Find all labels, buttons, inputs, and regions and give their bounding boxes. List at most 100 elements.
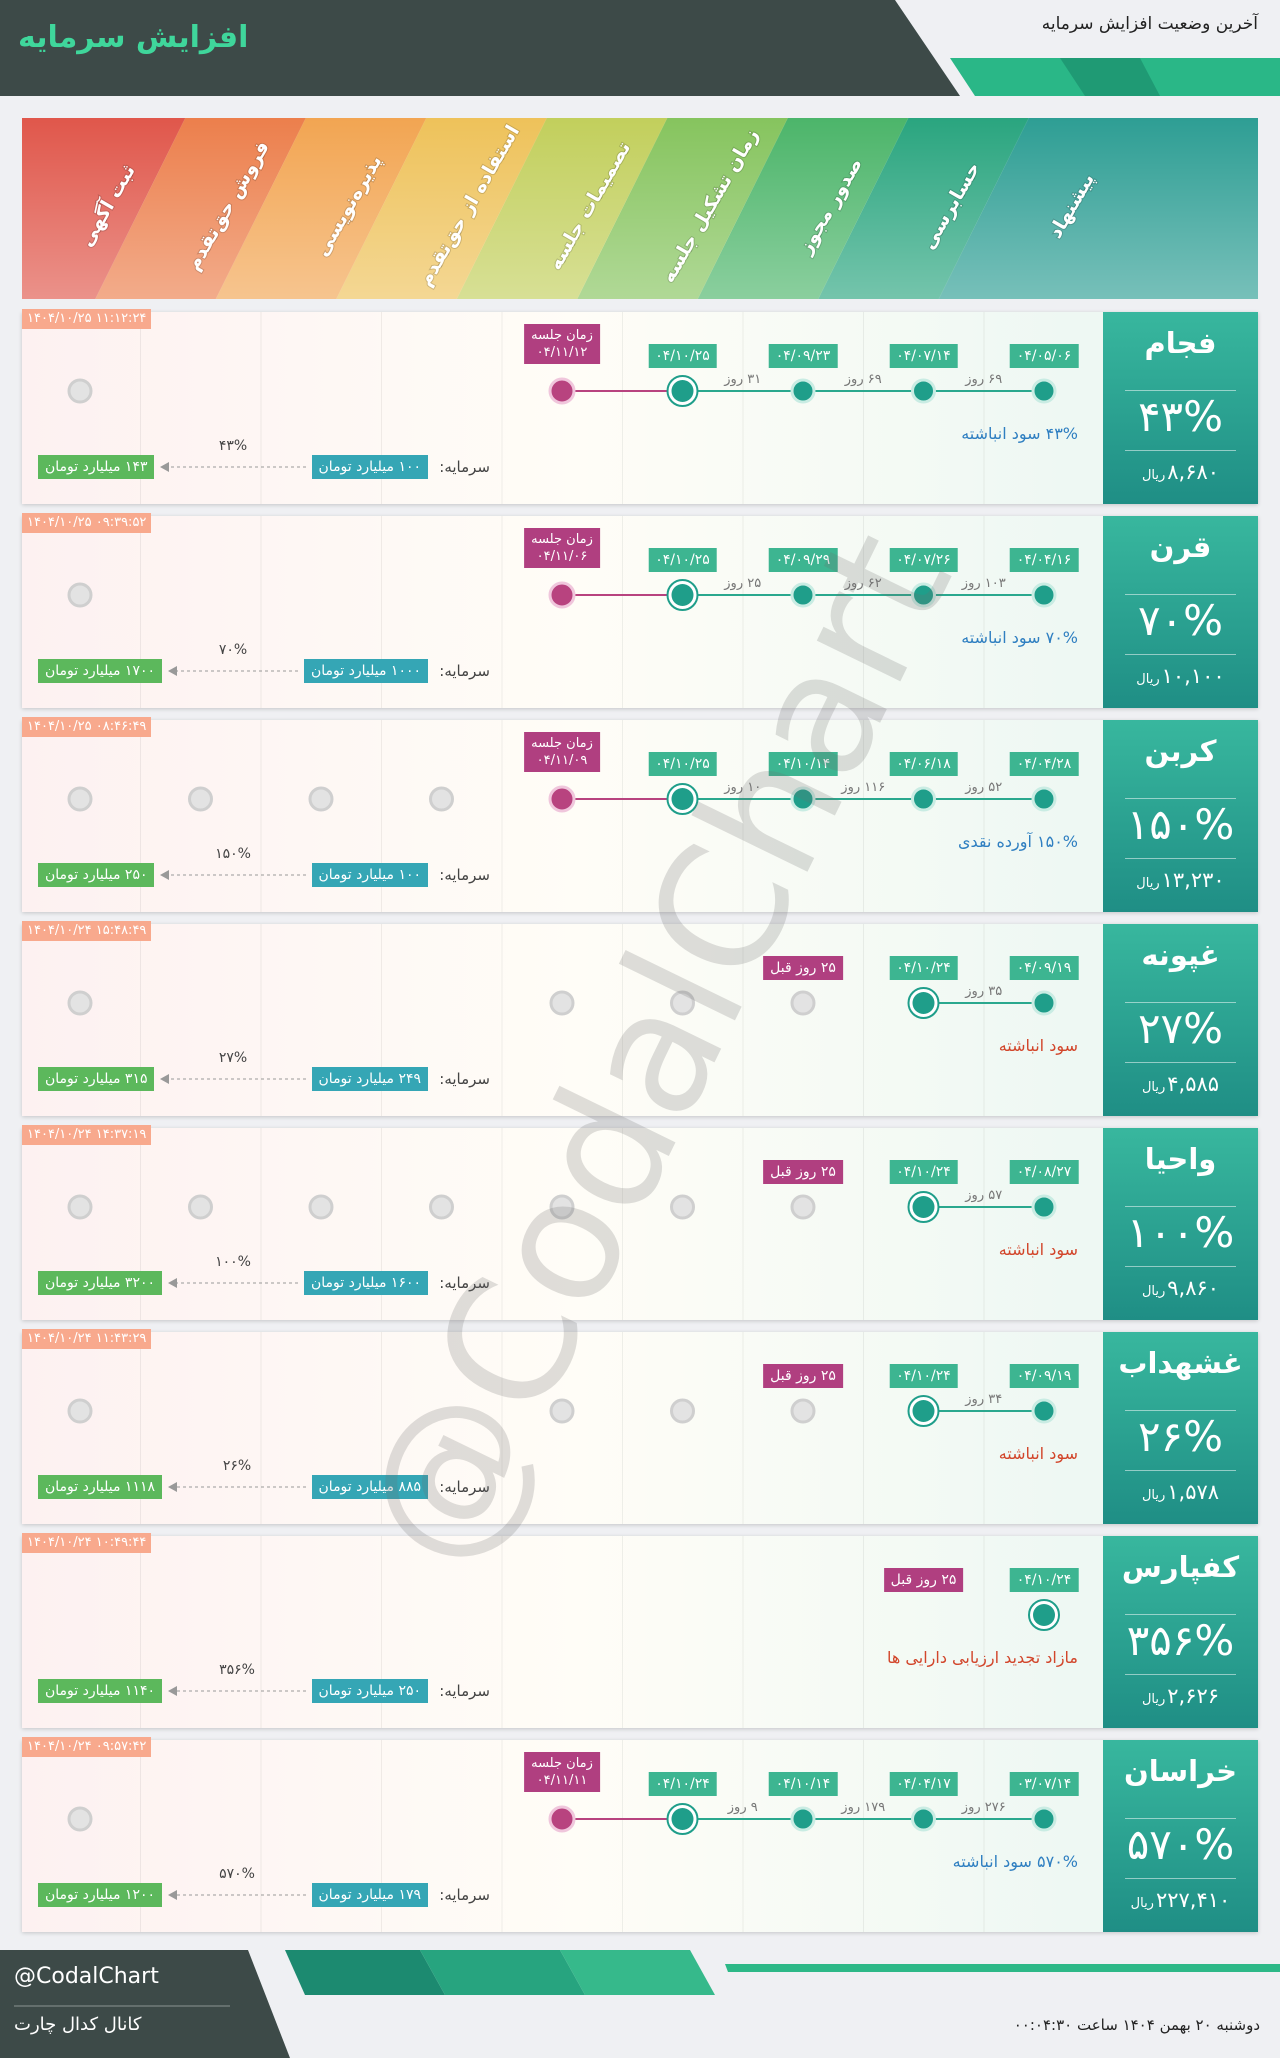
capital-before: ۲۴۹ میلیارد تومان bbox=[311, 1067, 428, 1091]
date-tag: ۰۴/۱۰/۲۵ bbox=[648, 548, 717, 572]
gap-label: ۶۹ روز bbox=[965, 372, 1003, 387]
future-dot bbox=[67, 1194, 93, 1220]
capital-after: ۳۲۰۰ میلیارد تومان bbox=[38, 1271, 162, 1295]
date-tag: ۰۴/۱۰/۲۴ bbox=[889, 956, 958, 980]
company-name: فجام bbox=[1144, 326, 1217, 360]
footer-datetime: دوشنبه ۲۰ بهمن ۱۴۰۴ ساعت ۰۰:۰۴:۳۰ bbox=[1013, 2016, 1260, 2034]
current-dot bbox=[1033, 1604, 1055, 1626]
future-dot bbox=[549, 990, 575, 1016]
panel-divider bbox=[1125, 798, 1236, 799]
footer-band bbox=[0, 1950, 1280, 2058]
price: ۴,۵۸۵ bbox=[1167, 1072, 1220, 1096]
capital-after: ۱۱۱۸ میلیارد تومان bbox=[38, 1475, 162, 1499]
timestamp: ۱۴۰۴/۱۰/۲۵ ۰۹:۳۹:۵۲ bbox=[22, 513, 152, 533]
price-box: ۱۳,۲۳۰ریال bbox=[1103, 868, 1258, 892]
capital-arrowhead bbox=[168, 1890, 177, 1900]
meeting-date: ۰۴/۱۱/۰۹ bbox=[536, 753, 588, 768]
capital-before: ۱۰۰ میلیارد تومان bbox=[311, 455, 428, 479]
footer-handle: @CodalChart bbox=[14, 1964, 159, 1989]
increase: ۴۳% bbox=[218, 438, 248, 454]
capital-after: ۱۷۰۰ میلیارد تومان bbox=[38, 659, 162, 683]
panel-divider bbox=[1125, 390, 1236, 391]
capital-before: ۱۰۰ میلیارد تومان bbox=[311, 863, 428, 887]
date-tag: ۰۴/۰۹/۱۹ bbox=[1009, 956, 1079, 980]
future-dot bbox=[67, 1398, 93, 1424]
company-name: غشهداب bbox=[1118, 1346, 1243, 1380]
gap-label: ۲۵ روز bbox=[724, 576, 762, 591]
timestamp: ۱۴۰۴/۱۰/۲۴ ۱۱:۴۳:۲۹ bbox=[22, 1329, 152, 1349]
company-name: کربن bbox=[1144, 734, 1217, 768]
timeline bbox=[67, 1740, 1057, 1932]
done-dot bbox=[1031, 1194, 1057, 1220]
capital-after: ۱۴۳ میلیارد تومان bbox=[38, 455, 155, 479]
done-dot bbox=[790, 582, 816, 608]
description: مازاد تجدید ارزیابی دارایی ها bbox=[887, 1648, 1078, 1667]
price: ۲,۶۲۶ bbox=[1167, 1684, 1220, 1708]
company-row: ۰۴/۰۹/۱۹ ۰۴/۱۰/۲۴ ۳۴ روز ۲۵ روز قبل سود انبا… bbox=[22, 1329, 1258, 1524]
meeting-date: ۰۴/۱۱/۱۲ bbox=[536, 345, 588, 360]
header-dark bbox=[0, 0, 960, 96]
capital-arrowhead bbox=[160, 870, 169, 880]
capital-before: ۱۷۹ میلیارد تومان bbox=[311, 1883, 428, 1907]
capital-before: ۱۰۰۰ میلیارد تومان bbox=[304, 659, 428, 683]
footer-dark bbox=[0, 1950, 290, 2058]
capital-after: ۱۲۰۰ میلیارد تومان bbox=[38, 1883, 162, 1907]
future-dot bbox=[790, 990, 816, 1016]
future-dot bbox=[670, 1398, 695, 1424]
price: ۱,۵۷۸ bbox=[1167, 1480, 1220, 1504]
meeting-date: ۰۴/۱۱/۱۱ bbox=[536, 1773, 588, 1788]
timestamp: ۱۴۰۴/۱۰/۲۵ ۱۱:۱۲:۲۴ bbox=[22, 309, 152, 329]
capital-label: سرمایه: bbox=[439, 1070, 490, 1088]
price: ۱۳,۲۳۰ bbox=[1161, 868, 1225, 892]
date-tag: ۰۴/۱۰/۲۴ bbox=[889, 1160, 958, 1184]
description: ۴۳% سود انباشته bbox=[961, 424, 1078, 443]
price: ۹,۸۶۰ bbox=[1167, 1276, 1220, 1300]
increase: ۳۵۶% bbox=[219, 1662, 255, 1678]
company-row: ۰۴/۰۹/۱۹ ۰۴/۱۰/۲۴ ۳۵ روز ۲۵ روز قبل سود انبا… bbox=[22, 921, 1258, 1116]
footer-line bbox=[725, 1964, 1280, 1972]
percent: ۱۰۰% bbox=[1126, 1208, 1235, 1257]
date-tag: ۰۴/۰۹/۲۹ bbox=[768, 548, 838, 572]
done-dot bbox=[1031, 1398, 1057, 1424]
capital-after: ۱۱۴۰ میلیارد تومان bbox=[38, 1679, 162, 1703]
capital-label: سرمایه: bbox=[439, 1682, 490, 1700]
panel-divider bbox=[1125, 654, 1236, 655]
future-dot bbox=[308, 786, 334, 812]
price-box: ۴,۵۸۵ریال bbox=[1103, 1072, 1258, 1096]
capital-before: ۲۵۰ میلیارد تومان bbox=[311, 1679, 428, 1703]
increase: ۵۷۰% bbox=[219, 1866, 255, 1882]
capital-arrowhead bbox=[168, 1482, 177, 1492]
price-box: ۱۰,۱۰۰ریال bbox=[1103, 664, 1258, 688]
date-tag: ۰۴/۱۰/۱۴ bbox=[768, 1772, 838, 1796]
current-dot bbox=[912, 992, 935, 1014]
gap-label: ۶۹ روز bbox=[844, 372, 882, 387]
company-row: ۰۳/۰۷/۱۴ ۰۴/۰۴/۱۷ ۰۴/۱۰/۱۴ ۰۴/۱۰/۲۴ ۲۷۶ روز ۱… bbox=[22, 1737, 1258, 1932]
future-dot bbox=[67, 582, 93, 608]
currency: ریال bbox=[1141, 468, 1166, 483]
footer-channel: کانال کدال چارت bbox=[14, 2014, 142, 2035]
date-tag: ۰۴/۰۴/۲۸ bbox=[1009, 752, 1079, 776]
currency: ریال bbox=[1130, 1896, 1154, 1911]
company-panel: واحیا ۱۰۰% ۹,۸۶۰ریال bbox=[1103, 1128, 1258, 1320]
meeting-date: ۰۴/۱۱/۰۶ bbox=[536, 549, 588, 564]
future-dot bbox=[549, 1194, 575, 1220]
company-panel: غشهداب ۲۶% ۱,۵۷۸ریال bbox=[1103, 1332, 1258, 1524]
footer-stripe bbox=[560, 1950, 715, 1995]
capital-arrowhead bbox=[168, 1278, 177, 1288]
date-tag: ۰۴/۰۶/۱۸ bbox=[889, 752, 958, 776]
percent: ۱۵۰% bbox=[1126, 800, 1235, 849]
capital-after: ۳۱۵ میلیارد تومان bbox=[38, 1067, 155, 1091]
company-panel: کفپارس ۳۵۶% ۲,۶۲۶ریال bbox=[1103, 1536, 1258, 1728]
capital-after: ۲۵۰ میلیارد تومان bbox=[38, 863, 155, 887]
date-tag: ۰۴/۰۹/۱۹ bbox=[1009, 1364, 1079, 1388]
date-tag: ۰۴/۱۰/۲۴ bbox=[648, 1772, 717, 1796]
future-dot bbox=[790, 1194, 816, 1220]
meeting-dot bbox=[548, 581, 576, 609]
capital-arrowhead bbox=[160, 462, 169, 472]
meeting-label: زمان جلسه bbox=[531, 1756, 593, 1771]
company-row: ۰۴/۱۰/۲۴ ۲۵ روز قبل مازاد تجدید ارزیابی دا… bbox=[22, 1533, 1258, 1728]
future-dot bbox=[429, 786, 454, 812]
date-tag: ۰۴/۰۷/۱۴ bbox=[889, 344, 958, 368]
date-tag: ۰۴/۰۴/۱۶ bbox=[1009, 548, 1079, 572]
